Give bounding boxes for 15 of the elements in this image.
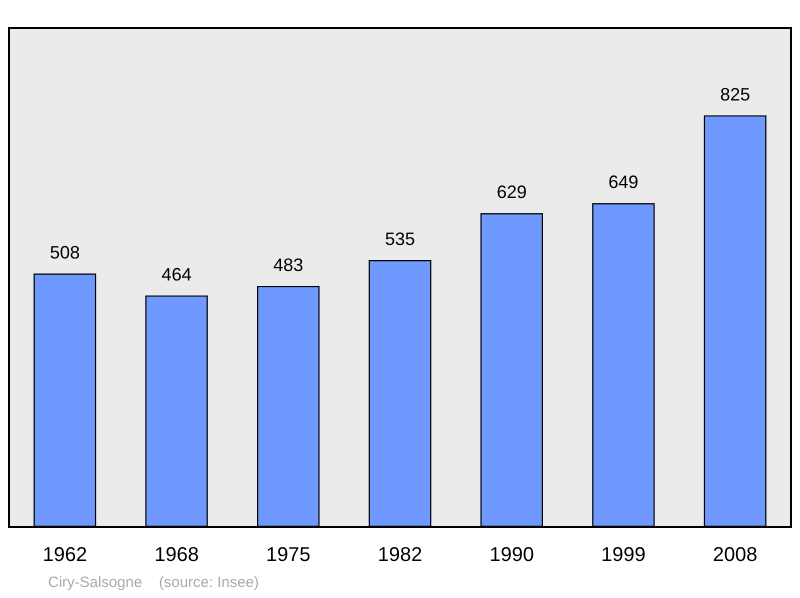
text: Ciry-Salsogne (source: Insee) [48, 574, 259, 591]
x-tick-label: 1990 [489, 544, 534, 566]
x-tick-label: 1975 [266, 544, 311, 566]
data-label: 464 [162, 264, 192, 284]
x-tick-label: 1962 [42, 544, 88, 566]
data-label: 508 [50, 242, 80, 263]
x-tick-label: 1968 [154, 544, 199, 566]
data-label: 483 [273, 254, 304, 275]
x-tick-label: 1982 [378, 544, 422, 566]
x-tick-label: 1999 [601, 544, 646, 566]
data-label: 825 [720, 84, 750, 104]
x-tick-label: 2008 [712, 544, 758, 566]
data-label: 629 [496, 182, 527, 202]
data-label: 649 [608, 172, 638, 192]
data-label: 535 [384, 229, 416, 250]
